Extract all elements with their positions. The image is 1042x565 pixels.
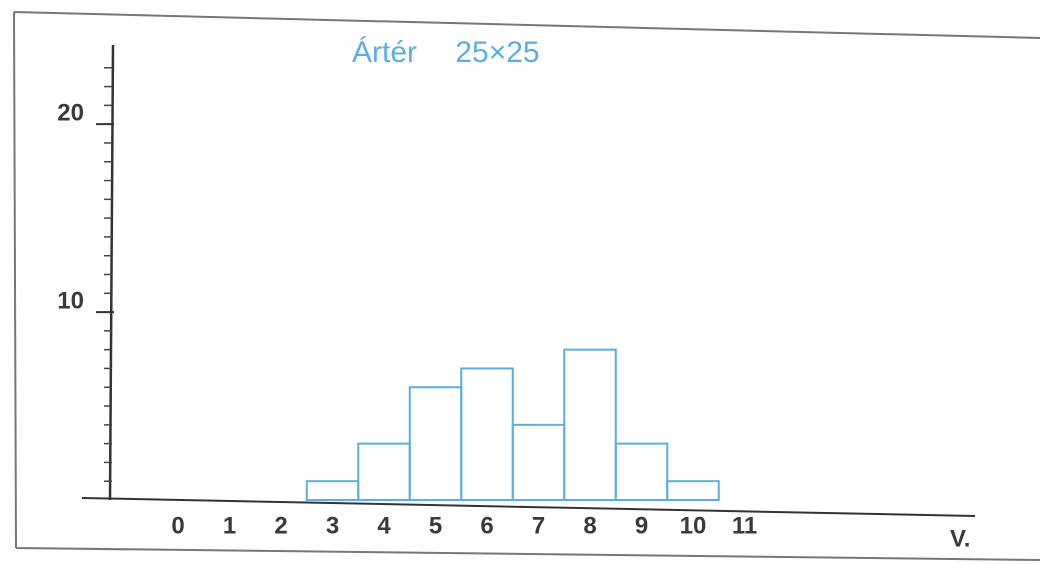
x-tick-label: 7	[532, 512, 545, 539]
bar	[614, 442, 669, 501]
x-tick-label: 2	[274, 512, 287, 539]
x-tick-label: 1	[223, 512, 236, 539]
bar	[305, 480, 360, 502]
x-axis	[81, 497, 976, 517]
bar	[357, 442, 411, 501]
x-tick-label: 8	[583, 512, 596, 539]
x-axis-label: V.	[950, 525, 970, 552]
bar	[408, 386, 463, 501]
bar	[563, 348, 617, 501]
x-tick-label: 5	[429, 512, 442, 539]
x-tick-label: 0	[171, 512, 184, 539]
chart-title: Ártér 25×25	[352, 36, 540, 69]
y-axis	[108, 44, 115, 501]
x-tick-label: 3	[326, 512, 339, 539]
y-tick-label: 20	[57, 100, 84, 127]
x-tick-label: 11	[732, 512, 757, 539]
scan-frame	[13, 11, 1041, 561]
x-tick-label: 6	[480, 512, 493, 539]
bar	[460, 367, 514, 502]
bar	[666, 480, 720, 502]
bar	[511, 423, 566, 502]
y-tick-label: 10	[57, 287, 84, 314]
x-tick-label: 9	[635, 512, 648, 539]
x-tick-label: 4	[377, 512, 391, 539]
x-tick-label: 10	[680, 512, 707, 539]
